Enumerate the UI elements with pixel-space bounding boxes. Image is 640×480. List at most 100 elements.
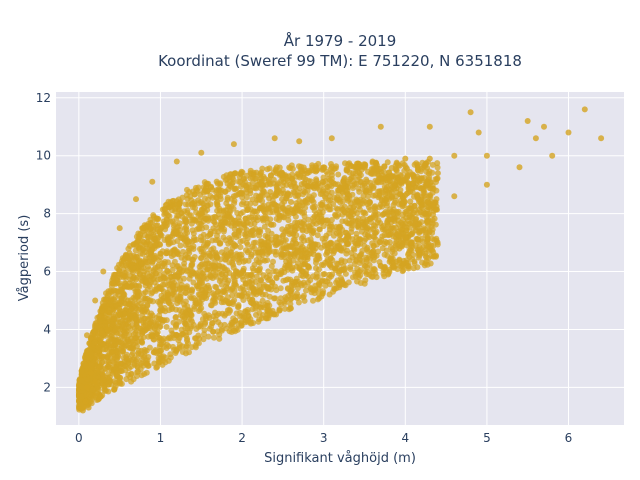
scatter-point — [247, 200, 254, 207]
scatter-point — [354, 197, 361, 204]
x-tick-label: 3 — [320, 431, 328, 445]
scatter-point — [401, 167, 408, 174]
scatter-point — [112, 327, 119, 334]
scatter-point — [360, 209, 367, 216]
scatter-point — [208, 302, 215, 309]
scatter-point — [120, 344, 127, 351]
scatter-point — [186, 275, 193, 282]
scatter-point — [80, 360, 87, 367]
scatter-point — [565, 129, 572, 136]
scatter-point — [181, 225, 188, 232]
scatter-point — [156, 335, 163, 342]
scatter-point — [177, 277, 184, 284]
scatter-point — [206, 260, 213, 267]
scatter-point — [206, 314, 213, 321]
scatter-point — [245, 290, 252, 297]
scatter-point — [135, 230, 142, 237]
scatter-point — [237, 244, 244, 251]
scatter-point — [384, 159, 391, 166]
scatter-point — [114, 372, 121, 379]
scatter-point — [265, 285, 272, 292]
scatter-point — [238, 320, 245, 327]
scatter-point — [352, 273, 359, 280]
scatter-point — [166, 334, 173, 341]
scatter-point — [338, 281, 345, 288]
scatter-point — [168, 253, 175, 260]
scatter-point — [369, 158, 376, 165]
scatter-point — [286, 306, 293, 313]
scatter-point — [133, 283, 139, 289]
scatter-point — [333, 260, 340, 267]
scatter-point — [183, 192, 190, 199]
scatter-point — [268, 172, 274, 179]
scatter-point — [101, 387, 108, 394]
scatter-point — [379, 226, 386, 233]
scatter-point — [350, 204, 357, 211]
scatter-point — [102, 346, 109, 353]
scatter-point — [327, 261, 334, 268]
scatter-point — [127, 312, 134, 319]
scatter-point — [192, 335, 199, 342]
scatter-point — [176, 201, 183, 208]
scatter-point — [381, 163, 388, 170]
scatter-point — [141, 258, 148, 265]
scatter-point — [363, 256, 370, 263]
scatter-point — [226, 174, 233, 181]
scatter-point — [370, 265, 377, 272]
scatter-point — [191, 237, 198, 244]
scatter-point — [305, 216, 312, 223]
scatter-point — [343, 250, 350, 257]
scatter-point — [190, 216, 197, 223]
scatter-point — [125, 245, 132, 252]
scatter-point — [123, 254, 130, 261]
scatter-point — [301, 237, 308, 244]
scatter-point — [399, 203, 406, 210]
scatter-point — [276, 164, 283, 171]
scatter-point — [292, 227, 298, 234]
chart-title-line-2: Koordinat (Sweref 99 TM): E 751220, N 63… — [158, 52, 522, 70]
scatter-point — [114, 265, 121, 271]
scatter-point — [129, 321, 136, 328]
scatter-point — [145, 234, 152, 241]
scatter-point — [362, 268, 368, 275]
scatter-point — [209, 215, 216, 221]
scatter-point — [361, 180, 368, 187]
scatter-point — [202, 215, 209, 222]
scatter-point — [418, 201, 425, 208]
scatter-point — [299, 227, 306, 234]
scatter-point — [233, 185, 240, 192]
scatter-point — [320, 164, 327, 171]
scatter-point — [223, 246, 230, 253]
scatter-point — [232, 270, 239, 277]
scatter-point — [98, 329, 105, 336]
scatter-point — [242, 215, 249, 222]
scatter-point — [347, 264, 354, 271]
scatter-point — [147, 313, 154, 320]
scatter-point — [287, 165, 294, 172]
scatter-point — [163, 324, 170, 330]
scatter-point — [418, 219, 425, 226]
scatter-point — [279, 182, 286, 189]
scatter-point — [195, 184, 202, 191]
scatter-point — [260, 249, 267, 256]
scatter-point — [230, 141, 237, 148]
scatter-point — [135, 324, 142, 331]
scatter-point — [259, 165, 266, 172]
scatter-point — [483, 152, 490, 159]
scatter-point — [210, 328, 217, 335]
scatter-point — [240, 176, 247, 183]
scatter-point — [319, 277, 326, 284]
scatter-point — [127, 345, 134, 352]
scatter-point — [176, 272, 183, 279]
scatter-point — [333, 205, 340, 212]
scatter-point — [396, 182, 403, 188]
scatter-point — [341, 175, 348, 181]
scatter-point — [206, 287, 213, 294]
scatter-point — [163, 250, 169, 257]
scatter-point — [356, 188, 363, 195]
scatter-point — [322, 259, 329, 266]
scatter-point — [581, 106, 588, 113]
scatter-point — [366, 199, 372, 206]
scatter-point — [87, 335, 94, 342]
scatter-point — [333, 279, 340, 286]
